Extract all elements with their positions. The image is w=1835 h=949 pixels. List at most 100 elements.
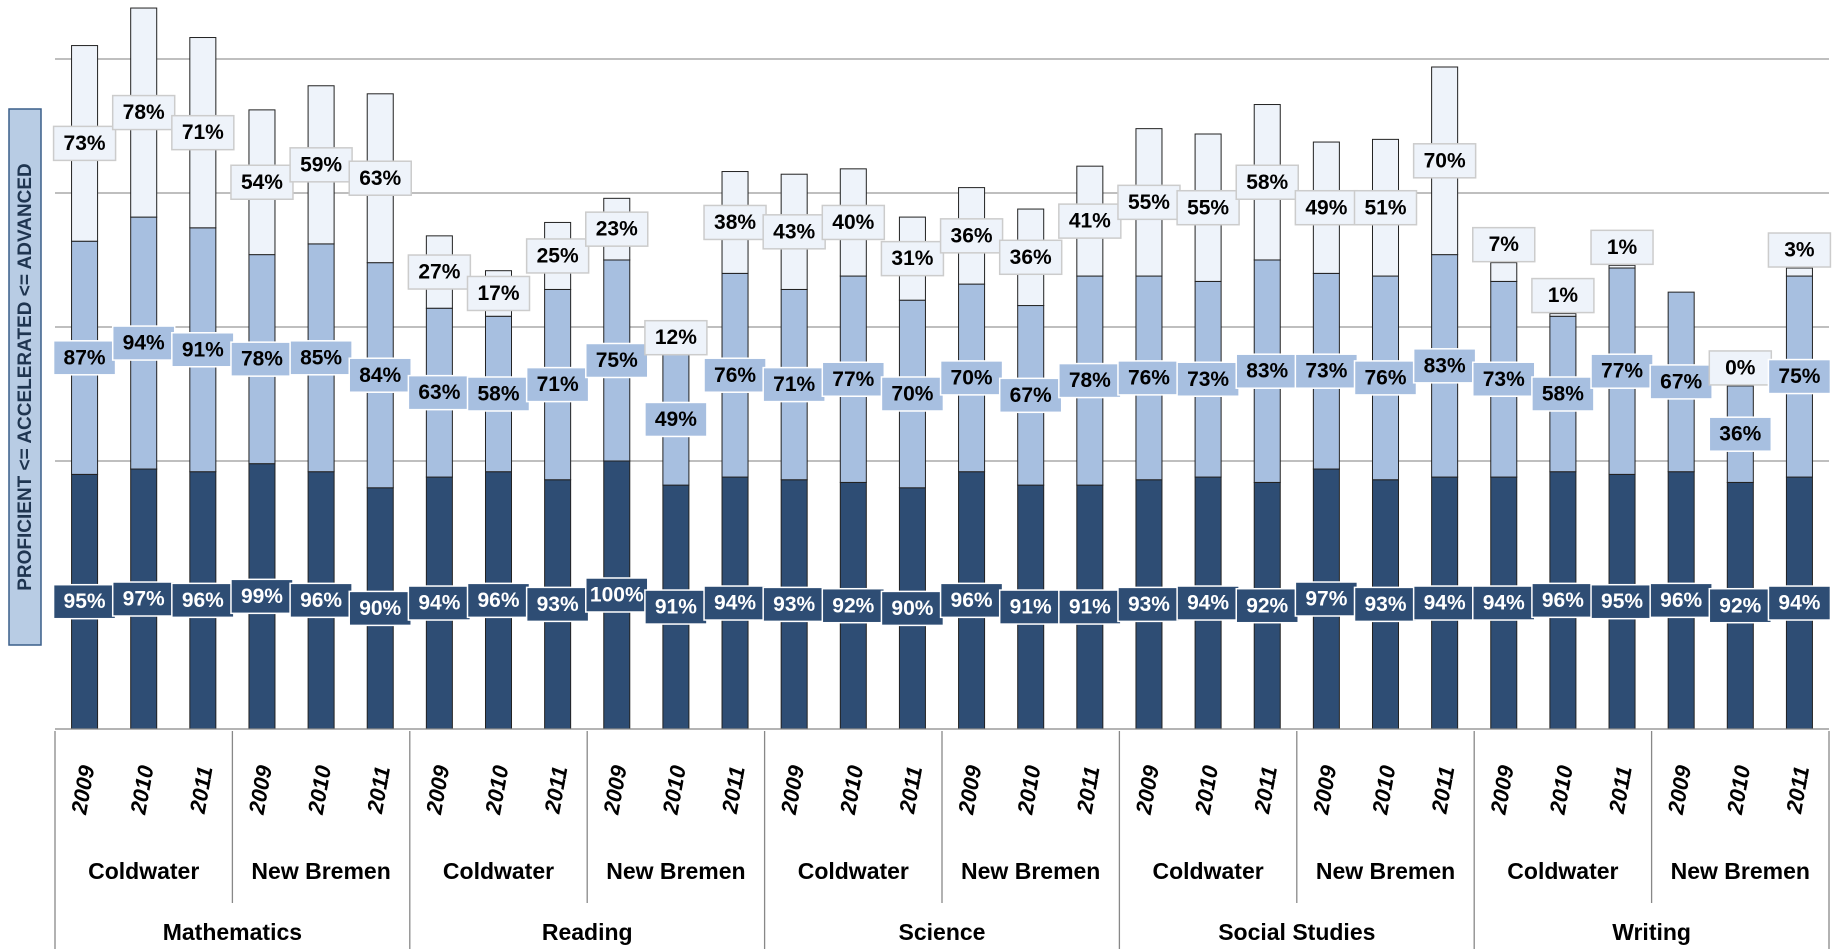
data-label-box xyxy=(880,590,945,627)
data-label-box xyxy=(230,341,294,377)
data-label-box xyxy=(1590,353,1654,389)
x-tick-label: 2011 xyxy=(185,764,218,816)
data-label-box xyxy=(466,275,531,312)
data-label-box xyxy=(1649,364,1713,400)
data-label: 27% xyxy=(418,261,460,284)
data-label: 36% xyxy=(1010,246,1052,269)
data-label: 94% xyxy=(714,592,756,615)
data-label-box xyxy=(703,357,767,393)
data-label-box xyxy=(762,214,826,250)
school-label: New Bremen xyxy=(1316,858,1455,884)
x-tick-label: 2009 xyxy=(1131,763,1164,817)
data-label: 36% xyxy=(951,224,993,247)
subject-label: Writing xyxy=(1612,919,1691,945)
data-label: 31% xyxy=(891,247,933,270)
data-label-box xyxy=(111,325,176,361)
subject-label: Mathematics xyxy=(163,919,302,945)
data-label: 76% xyxy=(1364,366,1406,389)
data-label-box xyxy=(1353,189,1418,226)
data-label-box xyxy=(1412,348,1477,384)
data-label: 73% xyxy=(1483,368,1525,391)
x-tick-label: 2009 xyxy=(953,763,986,817)
data-label: 91% xyxy=(1069,596,1111,619)
data-label: 83% xyxy=(1424,354,1466,377)
data-label: 97% xyxy=(123,588,165,611)
data-label-box xyxy=(821,361,886,397)
data-label-box xyxy=(525,238,590,274)
subject-label: Science xyxy=(899,919,986,945)
data-label: 70% xyxy=(1424,149,1466,172)
x-tick-label: 2009 xyxy=(421,763,454,817)
data-label: 58% xyxy=(1542,383,1584,406)
x-tick-label: 2011 xyxy=(1781,764,1814,816)
data-label: 70% xyxy=(951,366,993,389)
x-tick-label: 2011 xyxy=(1604,764,1637,816)
subject-label: Reading xyxy=(542,919,633,945)
data-label: 96% xyxy=(1542,589,1584,612)
data-label: 70% xyxy=(891,383,933,406)
data-label-box xyxy=(1117,184,1181,221)
data-label: 87% xyxy=(64,346,106,369)
data-label-box xyxy=(1472,585,1536,621)
data-label-box xyxy=(348,357,412,393)
data-label-box xyxy=(1767,358,1832,395)
data-label: 55% xyxy=(1187,196,1229,219)
data-label-box xyxy=(1235,587,1299,624)
data-label: 51% xyxy=(1364,196,1406,219)
data-label-box xyxy=(1294,353,1359,389)
data-label: 1% xyxy=(1548,284,1579,307)
data-label-box xyxy=(230,164,294,200)
data-label: 92% xyxy=(1719,594,1761,617)
data-label-box xyxy=(289,582,353,619)
data-label: 96% xyxy=(182,589,224,612)
data-label-box xyxy=(585,342,649,379)
bar-segment xyxy=(1608,264,1636,269)
data-label-box xyxy=(348,590,412,627)
data-label-box xyxy=(1472,361,1536,397)
data-label: 58% xyxy=(477,383,519,406)
data-label: 92% xyxy=(1246,594,1288,617)
data-label-box xyxy=(998,239,1063,276)
data-label: 73% xyxy=(1305,360,1347,383)
data-label-box xyxy=(1235,164,1299,200)
data-label-box xyxy=(1590,583,1654,620)
data-label: 75% xyxy=(596,349,638,372)
x-tick-label: 2009 xyxy=(1663,763,1696,817)
x-tick-label: 2010 xyxy=(303,763,336,817)
data-label-box xyxy=(1472,226,1536,263)
x-tick-label: 2011 xyxy=(539,764,572,816)
data-label: 59% xyxy=(300,153,342,176)
x-tick-label: 2011 xyxy=(717,764,750,816)
data-label: 71% xyxy=(537,373,579,396)
data-label: 92% xyxy=(832,594,874,617)
data-label-box xyxy=(1176,361,1240,397)
data-label: 67% xyxy=(1010,384,1052,407)
school-label: Coldwater xyxy=(798,858,909,884)
data-label-box xyxy=(1649,582,1713,619)
x-tick-label: 2009 xyxy=(598,763,631,817)
data-label-box xyxy=(1590,229,1654,266)
data-label-box xyxy=(52,340,117,376)
school-label: New Bremen xyxy=(606,858,745,884)
y-axis-label-box xyxy=(8,108,42,646)
data-label: 84% xyxy=(359,364,401,387)
data-label: 93% xyxy=(773,593,815,616)
data-label-box xyxy=(466,582,531,619)
bar-segment xyxy=(1549,313,1577,317)
data-label-box xyxy=(1117,586,1181,623)
data-label: 23% xyxy=(596,218,638,241)
school-label: Coldwater xyxy=(1507,858,1618,884)
data-label: 12% xyxy=(655,326,697,349)
data-label-box xyxy=(111,94,176,131)
data-label-box xyxy=(1708,416,1773,452)
data-label-box xyxy=(1117,360,1181,396)
data-label: 3% xyxy=(1784,239,1815,262)
data-label: 78% xyxy=(1069,369,1111,392)
data-label-box xyxy=(762,586,826,623)
data-label: 63% xyxy=(418,381,460,404)
data-label-box xyxy=(407,254,472,290)
data-label: 91% xyxy=(655,596,697,619)
data-label-box xyxy=(1767,232,1832,268)
data-label: 17% xyxy=(477,282,519,305)
data-label-box xyxy=(1294,581,1359,617)
